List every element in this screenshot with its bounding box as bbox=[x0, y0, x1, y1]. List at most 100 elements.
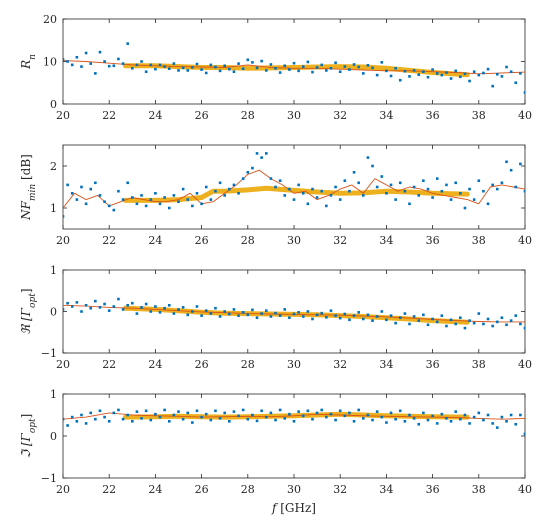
data-point bbox=[348, 411, 351, 415]
data-point bbox=[63, 308, 65, 311]
data-point bbox=[482, 189, 485, 193]
data-point bbox=[523, 432, 525, 436]
data-point bbox=[352, 63, 356, 66]
x-tick-label: 26 bbox=[195, 109, 209, 122]
thin-fit-line bbox=[63, 60, 525, 75]
data-point bbox=[94, 299, 97, 303]
data-point bbox=[366, 64, 370, 67]
data-point bbox=[371, 418, 374, 422]
data-point bbox=[519, 413, 522, 417]
data-point bbox=[260, 409, 263, 413]
data-point bbox=[362, 194, 365, 197]
data-point bbox=[209, 198, 213, 201]
data-point bbox=[172, 194, 176, 197]
data-point bbox=[177, 200, 180, 203]
data-point bbox=[472, 70, 476, 73]
x-tick-label: 20 bbox=[56, 483, 70, 496]
data-point bbox=[357, 408, 360, 412]
y-tick-label: 20 bbox=[43, 13, 57, 26]
data-point bbox=[301, 315, 305, 318]
data-point bbox=[412, 417, 416, 420]
data-point bbox=[500, 181, 504, 185]
data-point bbox=[112, 64, 116, 68]
data-point bbox=[241, 311, 245, 314]
x-tick-label: 34 bbox=[379, 358, 393, 371]
data-point bbox=[426, 323, 430, 327]
data-point bbox=[412, 69, 416, 72]
data-point bbox=[422, 179, 425, 182]
data-point bbox=[278, 71, 282, 74]
data-point bbox=[445, 324, 448, 328]
data-point bbox=[408, 75, 411, 78]
data-point bbox=[107, 420, 111, 423]
data-point bbox=[223, 310, 226, 313]
data-point bbox=[463, 206, 467, 210]
x-tick-label: 34 bbox=[379, 483, 393, 496]
data-point bbox=[380, 61, 384, 64]
data-point bbox=[218, 181, 222, 185]
data-point bbox=[121, 308, 125, 311]
data-point bbox=[288, 412, 291, 416]
data-point bbox=[191, 66, 194, 69]
data-point bbox=[89, 411, 93, 415]
data-point bbox=[209, 312, 213, 315]
data-point bbox=[117, 408, 120, 412]
data-point bbox=[269, 177, 273, 180]
data-point bbox=[121, 417, 125, 421]
data-point bbox=[228, 420, 231, 423]
data-point bbox=[320, 189, 324, 193]
data-point bbox=[283, 194, 287, 197]
data-point bbox=[232, 308, 236, 311]
data-point bbox=[385, 192, 388, 195]
data-point bbox=[380, 415, 384, 419]
data-point bbox=[126, 42, 129, 45]
data-point bbox=[362, 72, 365, 75]
data-point bbox=[352, 171, 356, 174]
data-point bbox=[431, 317, 434, 321]
data-point bbox=[278, 314, 282, 317]
data-point bbox=[440, 73, 444, 77]
data-point bbox=[491, 183, 494, 187]
data-point bbox=[158, 202, 162, 206]
data-point bbox=[398, 181, 402, 185]
data-point bbox=[163, 408, 166, 412]
x-tick-label: 20 bbox=[56, 234, 70, 247]
data-point bbox=[70, 415, 74, 419]
data-point bbox=[505, 420, 508, 423]
data-point bbox=[237, 314, 240, 317]
data-point bbox=[394, 67, 397, 70]
x-tick-label: 30 bbox=[287, 483, 301, 496]
data-point bbox=[70, 305, 74, 308]
data-point bbox=[422, 70, 425, 73]
data-point bbox=[255, 419, 259, 423]
data-point bbox=[200, 415, 203, 419]
data-point bbox=[163, 196, 166, 199]
data-point bbox=[186, 313, 190, 317]
data-point bbox=[338, 316, 342, 320]
data-point bbox=[375, 410, 379, 413]
data-point bbox=[375, 73, 379, 77]
y-axis-label: ℑ [Γopt] bbox=[19, 414, 38, 459]
data-point bbox=[403, 69, 407, 73]
data-point bbox=[445, 71, 448, 74]
data-point bbox=[80, 185, 83, 189]
data-point bbox=[186, 198, 190, 201]
data-point bbox=[251, 61, 254, 64]
data-point bbox=[246, 171, 250, 174]
x-tick-label: 26 bbox=[195, 483, 209, 496]
data-point bbox=[445, 183, 448, 187]
data-point bbox=[264, 69, 268, 72]
data-point bbox=[131, 196, 134, 199]
data-point bbox=[311, 317, 314, 321]
data-point bbox=[394, 417, 397, 421]
data-point bbox=[417, 73, 421, 76]
data-point bbox=[98, 409, 102, 413]
data-point bbox=[214, 65, 217, 69]
data-point bbox=[311, 417, 314, 421]
x-tick-label: 38 bbox=[472, 483, 486, 496]
data-point bbox=[389, 314, 393, 317]
data-point bbox=[214, 409, 217, 413]
data-point bbox=[306, 60, 310, 64]
data-point bbox=[274, 67, 277, 70]
data-point bbox=[191, 310, 194, 313]
